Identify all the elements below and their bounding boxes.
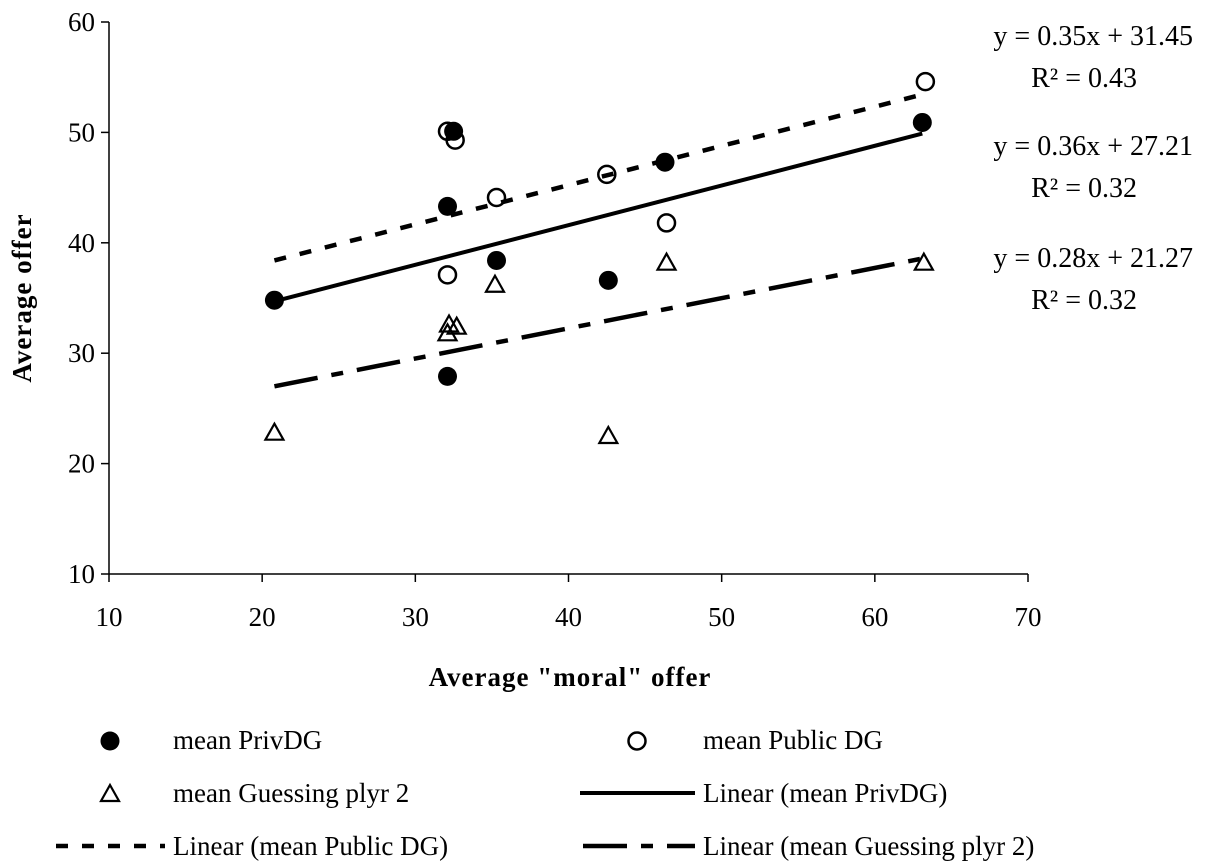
- x-axis-ticks: 10 20 30 40 50 60 70: [96, 574, 1042, 632]
- x-tick-label: 50: [708, 602, 735, 632]
- y-tick-label: 30: [68, 338, 95, 368]
- legend-item-guessing: mean Guessing plyr 2: [99, 778, 409, 808]
- legend-item-public-dg: mean Public DG: [627, 725, 883, 755]
- point-open-triangle: [655, 251, 678, 271]
- legend: mean PrivDG mean Public DG mean Guessing…: [56, 725, 1034, 861]
- point-open-triangle: [445, 315, 468, 335]
- legend-item-linear-guessing: Linear (mean Guessing plyr 2): [583, 831, 1034, 861]
- legend-item-linear-privdg: Linear (mean PrivDG): [580, 778, 947, 808]
- point-filled-circle: [264, 290, 284, 310]
- point-open-triangle: [912, 251, 935, 271]
- x-tick-label: 70: [1015, 602, 1042, 632]
- legend-filled-circle-icon: [100, 731, 120, 751]
- equation-public-dg: y = 0.35x + 31.45: [993, 21, 1193, 52]
- point-filled-circle: [437, 196, 457, 216]
- legend-item-linear-public-dg: Linear (mean Public DG): [56, 831, 448, 861]
- legend-item-privdg: mean PrivDG: [100, 725, 322, 755]
- legend-label-linear-public-dg: Linear (mean Public DG): [173, 831, 448, 861]
- x-tick-label: 30: [402, 602, 429, 632]
- y-axis-ticks: 10 20 30 40 50 60: [68, 7, 109, 589]
- trendline-equations: y = 0.35x + 31.45 R² = 0.43 y = 0.36x + …: [993, 21, 1193, 316]
- point-open-circle: [656, 213, 677, 233]
- y-tick-label: 60: [68, 7, 95, 37]
- x-tick-label: 40: [555, 602, 582, 632]
- point-open-circle: [486, 187, 507, 208]
- point-filled-circle: [912, 112, 932, 132]
- y-tick-label: 50: [68, 117, 95, 147]
- x-axis-label: Average "moral" offer: [429, 662, 712, 692]
- legend-open-circle-icon: [627, 731, 647, 751]
- r2-privdg: R² = 0.32: [1031, 173, 1137, 204]
- y-tick-label: 20: [68, 449, 95, 479]
- r2-public-dg: R² = 0.43: [1031, 63, 1137, 94]
- point-open-triangle: [597, 424, 620, 445]
- equation-privdg: y = 0.36x + 27.21: [993, 131, 1193, 162]
- point-open-triangle: [484, 273, 506, 293]
- data-points: [263, 71, 936, 445]
- equation-guessing: y = 0.28x + 21.27: [993, 243, 1193, 274]
- legend-label-linear-guessing: Linear (mean Guessing plyr 2): [703, 831, 1034, 861]
- trendline-dotted: [273, 91, 926, 263]
- x-tick-label: 20: [249, 602, 276, 632]
- point-open-circle: [597, 164, 617, 185]
- legend-label-public-dg: mean Public DG: [703, 725, 883, 755]
- legend-label-privdg: mean PrivDG: [173, 725, 322, 755]
- trendline-dash-dot: [273, 256, 925, 389]
- point-open-circle: [445, 130, 465, 150]
- point-filled-circle: [655, 152, 675, 172]
- legend-label-guessing: mean Guessing plyr 2: [173, 778, 409, 808]
- y-tick-label: 40: [68, 228, 95, 258]
- plot-area: 10 20 30 40 50 60 70 10 20 30 40 50 60: [68, 7, 1042, 632]
- point-open-circle: [915, 71, 936, 92]
- point-filled-circle: [598, 270, 618, 290]
- x-tick-label: 10: [96, 602, 123, 632]
- trendline-solid: [273, 131, 923, 304]
- legend-label-linear-privdg: Linear (mean PrivDG): [703, 778, 947, 808]
- point-filled-circle: [437, 366, 457, 386]
- point-open-circle: [437, 265, 458, 285]
- point-open-triangle: [263, 421, 286, 441]
- trend-lines: [273, 91, 926, 389]
- r2-guessing: R² = 0.32: [1031, 285, 1137, 316]
- y-axis-label: Average offer: [7, 213, 37, 382]
- y-tick-label: 10: [68, 559, 95, 589]
- x-tick-label: 60: [861, 602, 888, 632]
- point-filled-circle: [487, 250, 507, 270]
- legend-open-triangle-icon: [99, 782, 121, 803]
